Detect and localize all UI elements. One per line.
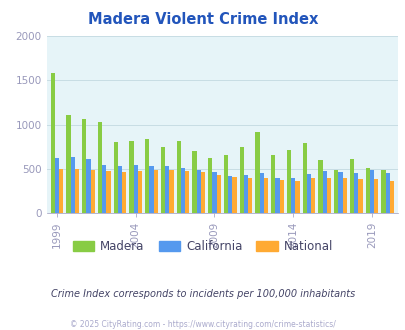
- Bar: [349, 159, 353, 213]
- Bar: [275, 179, 279, 213]
- Bar: [318, 160, 322, 213]
- Bar: [302, 143, 306, 213]
- Bar: [185, 171, 189, 213]
- Text: Madera Violent Crime Index: Madera Violent Crime Index: [87, 12, 318, 26]
- Bar: [165, 166, 169, 213]
- Bar: [353, 173, 357, 213]
- Bar: [75, 169, 79, 213]
- Bar: [326, 178, 330, 213]
- Bar: [357, 179, 362, 213]
- Bar: [176, 141, 180, 213]
- Bar: [129, 141, 133, 213]
- Bar: [137, 171, 142, 213]
- Bar: [290, 179, 294, 213]
- Bar: [55, 158, 59, 213]
- Bar: [133, 165, 137, 213]
- Bar: [369, 171, 373, 213]
- Bar: [59, 169, 63, 213]
- Bar: [102, 165, 106, 213]
- Bar: [82, 119, 86, 213]
- Bar: [389, 181, 393, 213]
- Bar: [216, 175, 220, 213]
- Bar: [364, 168, 369, 213]
- Bar: [212, 172, 216, 213]
- Bar: [86, 159, 90, 213]
- Bar: [117, 166, 122, 213]
- Bar: [51, 73, 55, 213]
- Bar: [223, 154, 228, 213]
- Bar: [239, 147, 243, 213]
- Bar: [200, 172, 205, 213]
- Bar: [106, 171, 110, 213]
- Bar: [333, 170, 337, 213]
- Bar: [98, 122, 102, 213]
- Bar: [306, 174, 310, 213]
- Bar: [271, 154, 275, 213]
- Bar: [322, 171, 326, 213]
- Bar: [232, 177, 236, 213]
- Bar: [153, 170, 158, 213]
- Bar: [149, 166, 153, 213]
- Bar: [207, 158, 212, 213]
- Bar: [66, 115, 70, 213]
- Bar: [286, 150, 290, 213]
- Bar: [243, 175, 247, 213]
- Bar: [180, 168, 185, 213]
- Bar: [263, 179, 267, 213]
- Bar: [196, 170, 200, 213]
- Legend: Madera, California, National: Madera, California, National: [73, 240, 332, 253]
- Bar: [279, 180, 283, 213]
- Bar: [255, 132, 259, 213]
- Bar: [337, 172, 342, 213]
- Bar: [310, 179, 315, 213]
- Text: Crime Index corresponds to incidents per 100,000 inhabitants: Crime Index corresponds to incidents per…: [51, 289, 354, 299]
- Bar: [247, 179, 252, 213]
- Bar: [192, 151, 196, 213]
- Bar: [373, 179, 377, 213]
- Bar: [228, 176, 232, 213]
- Bar: [70, 157, 75, 213]
- Bar: [342, 178, 346, 213]
- Bar: [160, 147, 165, 213]
- Bar: [145, 139, 149, 213]
- Bar: [122, 172, 126, 213]
- Bar: [294, 181, 299, 213]
- Text: © 2025 CityRating.com - https://www.cityrating.com/crime-statistics/: © 2025 CityRating.com - https://www.city…: [70, 320, 335, 329]
- Bar: [90, 170, 95, 213]
- Bar: [385, 173, 389, 213]
- Bar: [259, 173, 263, 213]
- Bar: [380, 171, 385, 213]
- Bar: [169, 171, 173, 213]
- Bar: [113, 142, 117, 213]
